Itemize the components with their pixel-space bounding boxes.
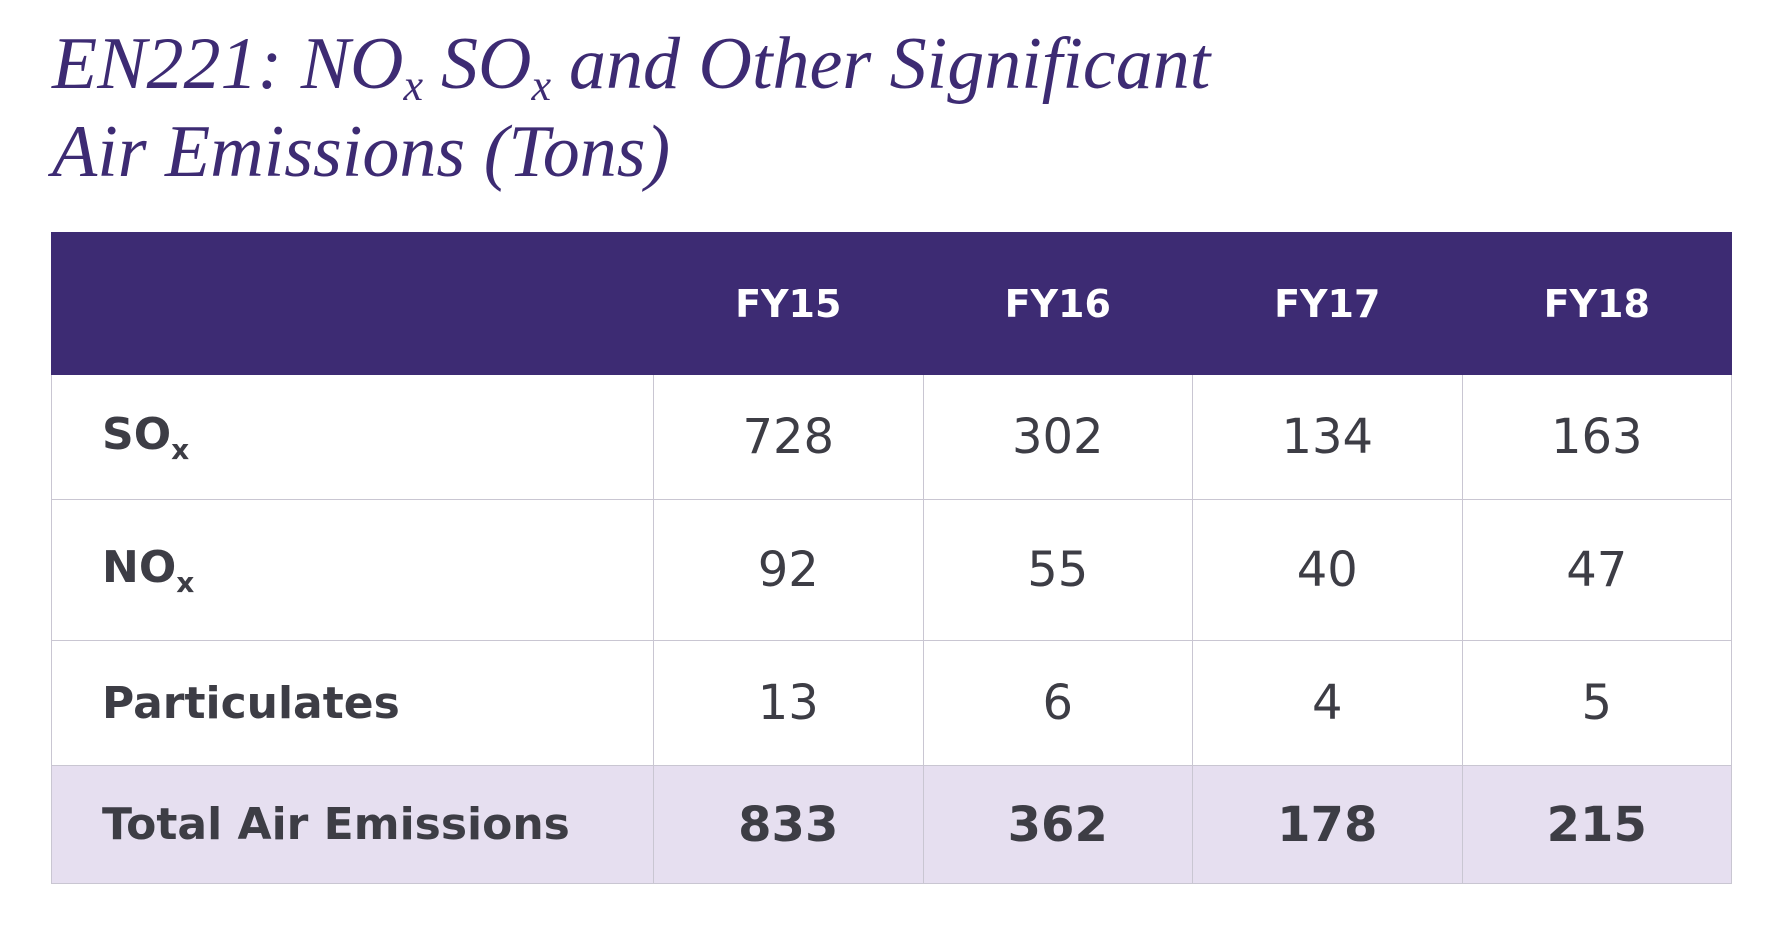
cell: 92 — [653, 499, 924, 641]
title-sub: x — [531, 61, 552, 110]
header-cell — [51, 232, 654, 375]
total-cell: 362 — [922, 765, 1193, 884]
title-text: EN221: NO — [52, 23, 404, 105]
total-label: Total Air Emissions — [51, 765, 654, 884]
header-cell: FY18 — [1461, 232, 1732, 375]
cell: 5 — [1461, 640, 1732, 766]
row-label-sub: x — [176, 565, 195, 599]
title-line: EN221: NOx SOx and Other Significant — [52, 20, 1210, 108]
cell: 134 — [1192, 374, 1463, 500]
row-label: Particulates — [51, 640, 654, 766]
cell: 13 — [653, 640, 924, 766]
cell: 163 — [1461, 374, 1732, 500]
emissions-table: FY15 FY16 FY17 FY18 SOx 728 302 134 163 NOx 92 55 40… — [51, 232, 1732, 884]
total-row: Total Air Emissions 833 362 178 215 — [51, 765, 1732, 884]
data-row: NOx 92 55 40 47 — [51, 499, 1732, 641]
cell: 47 — [1461, 499, 1732, 641]
total-cell: 215 — [1461, 765, 1732, 884]
title-text: SO — [441, 23, 532, 105]
header-cell: FY17 — [1192, 232, 1463, 375]
data-row: Particulates 13 6 4 5 — [51, 640, 1732, 766]
title-line: Air Emissions (Tons) — [52, 111, 671, 193]
header-cell: FY16 — [922, 232, 1193, 375]
row-label: SOx — [51, 374, 654, 500]
row-label-sub: x — [171, 432, 190, 466]
header-row: FY15 FY16 FY17 FY18 — [51, 232, 1732, 375]
cell: 40 — [1192, 499, 1463, 641]
row-label-text: Particulates — [102, 677, 400, 729]
data-row: SOx 728 302 134 163 — [51, 374, 1732, 500]
total-cell: 178 — [1192, 765, 1463, 884]
total-cell: 833 — [653, 765, 924, 884]
row-label-text: NO — [102, 541, 177, 593]
row-label: NOx — [51, 499, 654, 641]
cell: 302 — [922, 374, 1193, 500]
title-text: and Other Significant — [569, 23, 1211, 105]
title: EN221: NOx SOx and Other Significant Air E… — [52, 20, 1210, 196]
header-cell: FY15 — [653, 232, 924, 375]
cell: 728 — [653, 374, 924, 500]
cell: 55 — [922, 499, 1193, 641]
title-sub: x — [403, 61, 424, 110]
row-label-text: SO — [102, 408, 172, 460]
cell: 4 — [1192, 640, 1463, 766]
cell: 6 — [922, 640, 1193, 766]
